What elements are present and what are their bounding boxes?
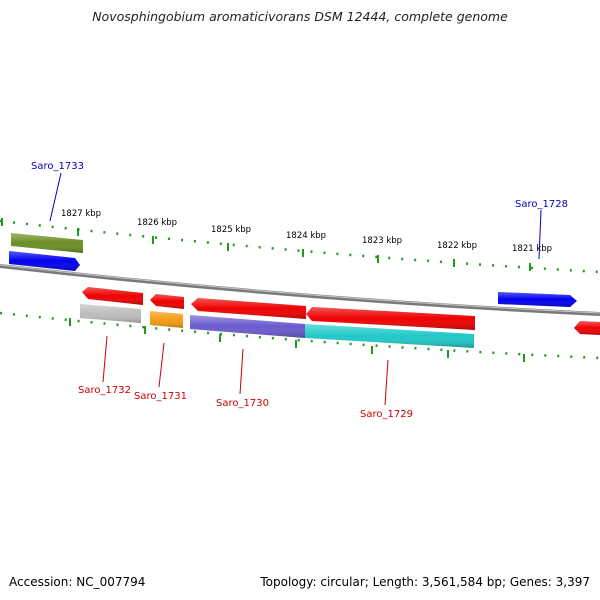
feature-fwd-blue-left[interactable] <box>9 251 80 271</box>
genome-backbone-highlight <box>0 264 600 314</box>
feature-orange-1731[interactable] <box>150 311 183 328</box>
topology-summary: Topology: circular; Length: 3,561,584 bp… <box>260 575 590 589</box>
feature-fwd-olive[interactable] <box>11 233 83 253</box>
tick-label-1824: 1824 kbp <box>286 231 326 241</box>
gene-label-saro-1731[interactable]: Saro_1731 <box>134 391 187 402</box>
tick-label-1821: 1821 kbp <box>512 244 552 254</box>
genome-backbone <box>0 264 600 316</box>
feature-rev-red-1730[interactable] <box>191 298 306 319</box>
leader-lines <box>49 172 542 406</box>
upper-major-ticks <box>1 218 531 271</box>
tick-label-1822: 1822 kbp <box>437 241 477 251</box>
gene-label-saro-1733[interactable]: Saro_1733 <box>31 161 84 172</box>
feature-gray-1732[interactable] <box>80 304 141 323</box>
feature-rev-red-1732[interactable] <box>82 287 143 305</box>
tick-label-1827: 1827 kbp <box>61 209 101 219</box>
feature-rev-red-1729[interactable] <box>306 307 475 330</box>
tick-label-1825: 1825 kbp <box>211 225 251 235</box>
gene-label-saro-1732[interactable]: Saro_1732 <box>78 385 131 396</box>
lower-major-ticks <box>69 318 525 362</box>
gene-label-saro-1730[interactable]: Saro_1730 <box>216 398 269 409</box>
tick-label-1826: 1826 kbp <box>137 218 177 228</box>
gene-label-saro-1729[interactable]: Saro_1729 <box>360 409 413 420</box>
feature-rev-red-edge[interactable] <box>574 321 600 335</box>
upper-tick-track <box>0 219 600 274</box>
accession-text: Accession: NC_007794 <box>9 575 146 589</box>
map-title: Novosphingobium aromaticivorans DSM 1244… <box>92 9 508 24</box>
tick-label-1823: 1823 kbp <box>362 236 402 246</box>
feature-rev-red-1731[interactable] <box>150 294 184 309</box>
feature-fwd-blue-right[interactable] <box>498 292 577 307</box>
gene-label-saro-1728[interactable]: Saro_1728 <box>515 199 568 210</box>
feature-purple-1730[interactable] <box>190 315 305 338</box>
feature-cyan-1729[interactable] <box>305 324 474 348</box>
